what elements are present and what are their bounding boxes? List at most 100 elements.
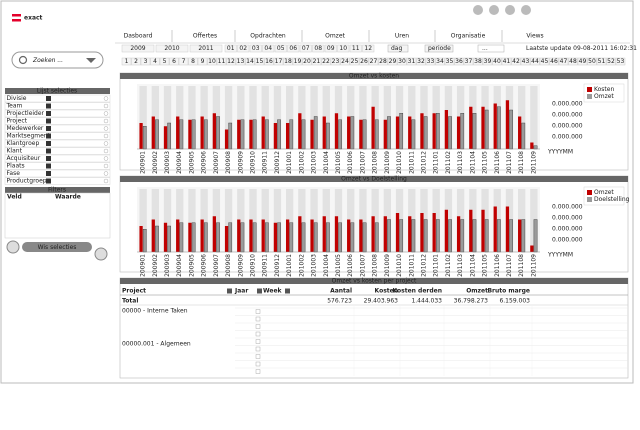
- week[interactable]: 51: [598, 58, 606, 65]
- selection-radio[interactable]: [103, 141, 109, 146]
- week[interactable]: 13: [237, 58, 245, 65]
- week[interactable]: 50: [588, 58, 596, 65]
- selection-dropdown[interactable]: [46, 156, 51, 161]
- selection-item[interactable]: Medewerker: [7, 125, 44, 132]
- nav-tab[interactable]: Uren: [395, 33, 409, 40]
- selection-radio[interactable]: [103, 96, 109, 101]
- week[interactable]: 24: [341, 58, 349, 65]
- week-box[interactable]: [558, 57, 569, 66]
- month[interactable]: 07: [302, 45, 310, 52]
- week[interactable]: 44: [531, 58, 539, 65]
- selection-item[interactable]: Klant: [7, 148, 23, 155]
- week[interactable]: 42: [512, 58, 520, 65]
- week[interactable]: 8: [191, 58, 195, 65]
- month[interactable]: 06: [289, 45, 297, 52]
- week-box[interactable]: [140, 57, 151, 66]
- week-box[interactable]: [254, 57, 265, 66]
- nav-tab[interactable]: Omzet: [325, 33, 345, 40]
- week-box[interactable]: [349, 57, 360, 66]
- selection-row[interactable]: [4, 177, 111, 185]
- month[interactable]: 12: [364, 45, 372, 52]
- selection-dropdown[interactable]: [46, 133, 51, 139]
- month-box[interactable]: [262, 44, 275, 53]
- selection-item[interactable]: Productgroep: [7, 178, 47, 185]
- week[interactable]: 38: [474, 58, 482, 65]
- selection-radio[interactable]: [103, 103, 109, 109]
- week-box[interactable]: [131, 57, 141, 66]
- week-box[interactable]: [473, 57, 483, 66]
- row-expander[interactable]: [255, 361, 261, 367]
- header-icon[interactable]: [521, 5, 531, 15]
- week[interactable]: 20: [303, 58, 311, 65]
- week-box[interactable]: [197, 57, 208, 66]
- month[interactable]: 03: [252, 45, 260, 52]
- column-header[interactable]: Aantal: [330, 288, 352, 295]
- week[interactable]: 52: [607, 58, 615, 65]
- month[interactable]: 11: [352, 45, 360, 52]
- week[interactable]: 43: [522, 58, 530, 65]
- week[interactable]: 35: [446, 58, 454, 65]
- selection-row[interactable]: [4, 109, 111, 118]
- row-expander[interactable]: [255, 369, 261, 374]
- week[interactable]: 29: [389, 58, 397, 65]
- week-box[interactable]: [188, 57, 198, 66]
- week[interactable]: 25: [351, 58, 359, 65]
- selection-row[interactable]: [4, 169, 111, 178]
- month-box[interactable]: [274, 44, 287, 53]
- month[interactable]: 10: [339, 45, 347, 52]
- selection-row[interactable]: [4, 94, 111, 103]
- selection-radio[interactable]: [103, 133, 109, 139]
- week[interactable]: 1: [125, 58, 129, 65]
- week-box[interactable]: [226, 57, 236, 66]
- month-box[interactable]: [224, 44, 237, 53]
- column-header[interactable]: Jaar: [234, 288, 248, 295]
- selection-radio[interactable]: [103, 171, 109, 176]
- selection-dropdown[interactable]: [46, 96, 51, 101]
- week-box[interactable]: [311, 57, 322, 66]
- selection-item[interactable]: Divisie: [7, 95, 27, 102]
- month-box[interactable]: [249, 44, 262, 53]
- clear-button-label[interactable]: Wis selecties: [38, 244, 77, 251]
- week-box[interactable]: [587, 57, 597, 66]
- week-box[interactable]: [454, 57, 464, 66]
- week[interactable]: 48: [569, 58, 577, 65]
- week[interactable]: 22: [322, 58, 330, 65]
- week[interactable]: 6: [172, 58, 176, 65]
- month[interactable]: 02: [239, 45, 247, 52]
- week[interactable]: 15: [256, 58, 264, 65]
- week-box[interactable]: [150, 57, 160, 66]
- week[interactable]: 16: [265, 58, 273, 65]
- week-box[interactable]: [511, 57, 521, 66]
- week-box[interactable]: [530, 57, 540, 66]
- week[interactable]: 27: [370, 58, 378, 65]
- week[interactable]: 46: [550, 58, 558, 65]
- week[interactable]: 10: [208, 58, 216, 65]
- week-box[interactable]: [406, 57, 417, 66]
- selection-dropdown[interactable]: [46, 141, 51, 146]
- selection-dropdown[interactable]: [46, 126, 51, 131]
- selection-radio[interactable]: [103, 163, 109, 169]
- month-box[interactable]: [299, 44, 312, 53]
- column-dropdown[interactable]: [285, 288, 290, 294]
- row-expander[interactable]: [255, 324, 261, 329]
- column-header[interactable]: Bruto marge: [487, 288, 530, 295]
- selection-radio[interactable]: [103, 156, 109, 161]
- week[interactable]: 40: [493, 58, 501, 65]
- week[interactable]: 21: [313, 58, 321, 65]
- week-box[interactable]: [359, 57, 369, 66]
- week-box[interactable]: [292, 57, 303, 66]
- search-placeholder[interactable]: Zoeken ...: [32, 57, 63, 64]
- selection-row[interactable]: [4, 162, 111, 170]
- week[interactable]: 3: [144, 58, 148, 65]
- month[interactable]: 05: [277, 45, 285, 52]
- column-header[interactable]: Omzet: [466, 288, 488, 295]
- week-box[interactable]: [539, 57, 550, 66]
- week[interactable]: 47: [560, 58, 568, 65]
- year[interactable]: 2010: [164, 45, 179, 52]
- month[interactable]: 01: [227, 45, 235, 52]
- column-header[interactable]: Week: [263, 288, 283, 295]
- week[interactable]: 19: [294, 58, 302, 65]
- week[interactable]: 32: [417, 58, 425, 65]
- selection-row[interactable]: [4, 102, 111, 110]
- week-box[interactable]: [435, 57, 445, 66]
